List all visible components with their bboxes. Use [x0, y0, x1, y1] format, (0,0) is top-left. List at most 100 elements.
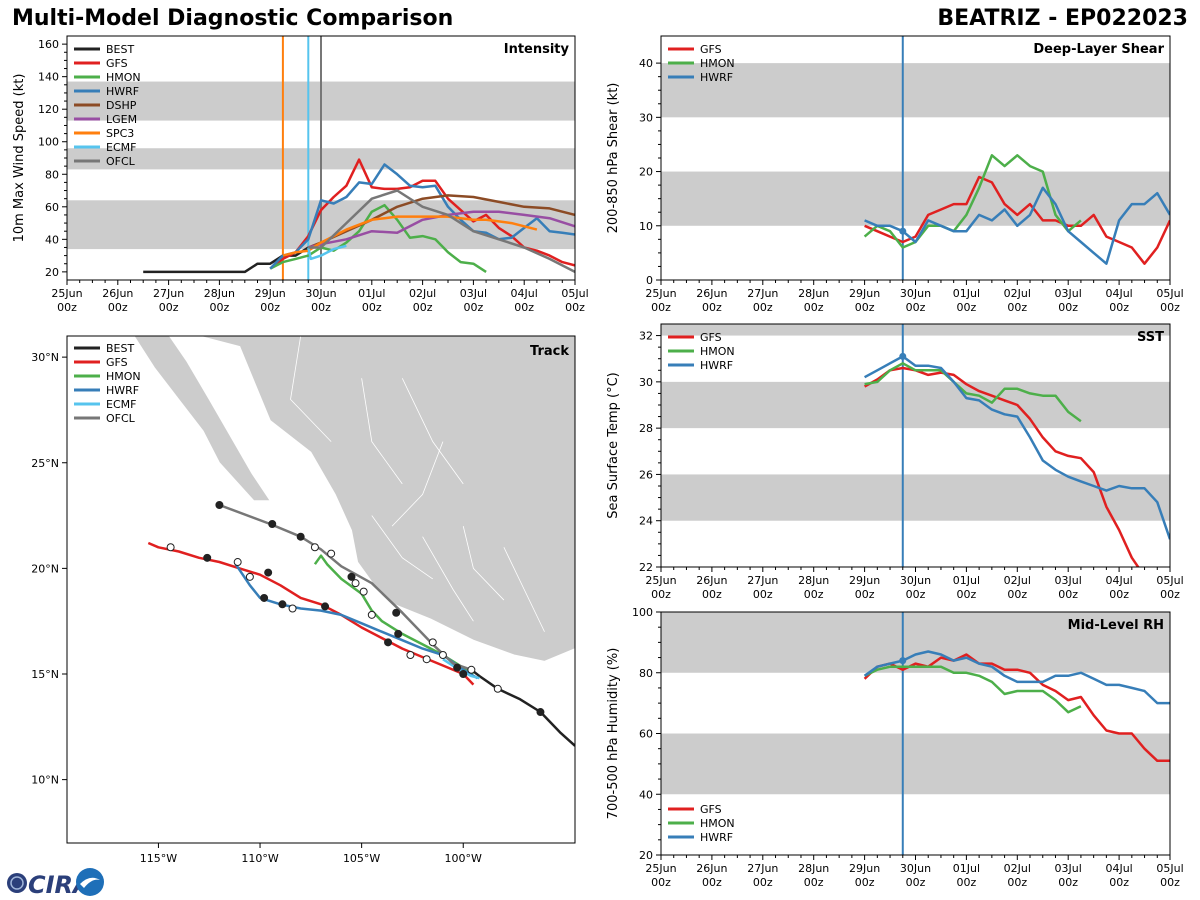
chart-intensity: 2040608010012014016025Jun00z26Jun00z27Ju…: [12, 35, 589, 314]
track-marker-ofcl: [296, 532, 305, 541]
y-tick-label: 20: [45, 266, 59, 279]
legend-label-ofcl: OFCL: [106, 412, 136, 425]
series-hwrf: [269, 163, 575, 270]
legend-label-lgem: LGEM: [106, 113, 137, 126]
x-tick-label: 29Jun: [849, 862, 880, 875]
x-tick-sublabel: 00z: [565, 301, 585, 314]
map-y-tick-label: 30°N: [31, 351, 59, 364]
vline-marker: [899, 352, 907, 360]
map-y-tick-label: 25°N: [31, 457, 59, 470]
x-tick-label: 27Jun: [747, 862, 778, 875]
x-tick-label: 30Jun: [900, 574, 931, 587]
x-tick-sublabel: 00z: [855, 876, 875, 889]
track-marker-gfs: [166, 543, 175, 552]
x-tick-sublabel: 00z: [1007, 588, 1027, 601]
x-tick-label: 05Jul: [1156, 287, 1183, 300]
state-border-2: [401, 378, 464, 485]
state-border-1: [361, 378, 403, 485]
band-0: [661, 171, 1170, 226]
vline-marker: [899, 657, 907, 665]
track-marker-ofcl: [392, 608, 401, 617]
y-tick-label: 30: [639, 376, 653, 389]
x-tick-sublabel: 00z: [651, 876, 671, 889]
x-tick-label: 30Jun: [900, 862, 931, 875]
x-tick-sublabel: 00z: [210, 301, 230, 314]
map-x-tick-label: 100°W: [445, 852, 482, 865]
track-marker-hwrf: [260, 593, 269, 602]
x-tick-label: 04Jul: [1105, 862, 1132, 875]
state-border-3: [391, 441, 444, 527]
x-tick-sublabel: 00z: [906, 301, 926, 314]
vline-marker: [899, 227, 907, 235]
x-tick-sublabel: 00z: [906, 588, 926, 601]
x-tick-label: 27Jun: [153, 287, 184, 300]
track-marker-ofcl: [310, 543, 319, 552]
x-tick-sublabel: 00z: [1058, 301, 1078, 314]
chart-sst: 22242628303225Jun00z26Jun00z27Jun00z28Ju…: [606, 323, 1184, 601]
state-border-4: [371, 515, 433, 580]
series-hmon: [864, 665, 1082, 714]
x-tick-label: 05Jul: [561, 287, 588, 300]
y-axis-label: Sea Surface Temp (°C): [606, 372, 621, 519]
x-tick-label: 03Jul: [1055, 287, 1082, 300]
legend-label-hmon: HMON: [700, 817, 735, 830]
chart-rh: 2040608010025Jun00z26Jun00z27Jun00z28Jun…: [606, 606, 1184, 889]
y-tick-label: 40: [639, 788, 653, 801]
x-tick-label: 27Jun: [747, 287, 778, 300]
x-tick-sublabel: 00z: [1109, 588, 1129, 601]
y-axis-label: 10m Max Wind Speed (kt): [12, 74, 27, 243]
legend-label-ecmf: ECMF: [106, 141, 136, 154]
x-tick-label: 03Jul: [1055, 574, 1082, 587]
track-marker-gfs: [384, 638, 393, 647]
x-tick-label: 04Jul: [511, 287, 538, 300]
axes-frame: [660, 323, 1171, 568]
x-tick-sublabel: 00z: [1007, 876, 1027, 889]
y-tick-label: 24: [639, 515, 653, 528]
series-gfs: [863, 653, 1170, 763]
y-tick-label: 160: [38, 38, 59, 51]
track-marker-gfs: [264, 568, 273, 577]
x-tick-sublabel: 00z: [702, 588, 722, 601]
x-tick-label: 28Jun: [204, 287, 235, 300]
x-tick-label: 02Jul: [1004, 287, 1031, 300]
y-tick-label: 80: [45, 168, 59, 181]
x-tick-sublabel: 00z: [855, 588, 875, 601]
x-tick-sublabel: 00z: [260, 301, 280, 314]
x-tick-sublabel: 00z: [311, 301, 331, 314]
track-marker-hmon: [394, 629, 403, 638]
x-tick-label: 05Jul: [1156, 862, 1183, 875]
x-tick-sublabel: 00z: [702, 301, 722, 314]
panel-title: SST: [1137, 330, 1164, 345]
x-tick-label: 29Jun: [849, 287, 880, 300]
track-marker-ofcl: [351, 579, 360, 588]
plot-area: [661, 36, 1170, 280]
series-hwrf: [863, 650, 1170, 705]
x-tick-label: 30Jun: [305, 287, 336, 300]
x-tick-sublabel: 00z: [753, 876, 773, 889]
series-hwrf: [864, 355, 1170, 540]
x-tick-label: 27Jun: [747, 574, 778, 587]
track-marker-ofcl: [428, 638, 437, 647]
x-tick-sublabel: 00z: [413, 301, 433, 314]
state-border-0: [290, 336, 332, 442]
x-tick-label: 03Jul: [1055, 862, 1082, 875]
x-tick-sublabel: 00z: [753, 588, 773, 601]
y-tick-label: 20: [639, 849, 653, 862]
legend-label-hwrf: HWRF: [106, 384, 139, 397]
series-hmon: [269, 203, 487, 273]
plot-area: [661, 612, 1170, 855]
figure-title-left: Multi-Model Diagnostic Comparison: [12, 6, 454, 31]
x-tick-label: 01Jul: [953, 574, 980, 587]
legend-label-hwrf: HWRF: [700, 831, 733, 844]
track-marker-gfs: [321, 602, 330, 611]
y-tick-label: 30: [639, 111, 653, 124]
series-ofcl: [308, 189, 575, 274]
legend-label-hwrf: HWRF: [700, 71, 733, 84]
y-tick-label: 28: [639, 422, 653, 435]
plot-area: [661, 324, 1170, 567]
y-tick-label: 100: [38, 136, 59, 149]
series-hwrf: [864, 186, 1170, 265]
